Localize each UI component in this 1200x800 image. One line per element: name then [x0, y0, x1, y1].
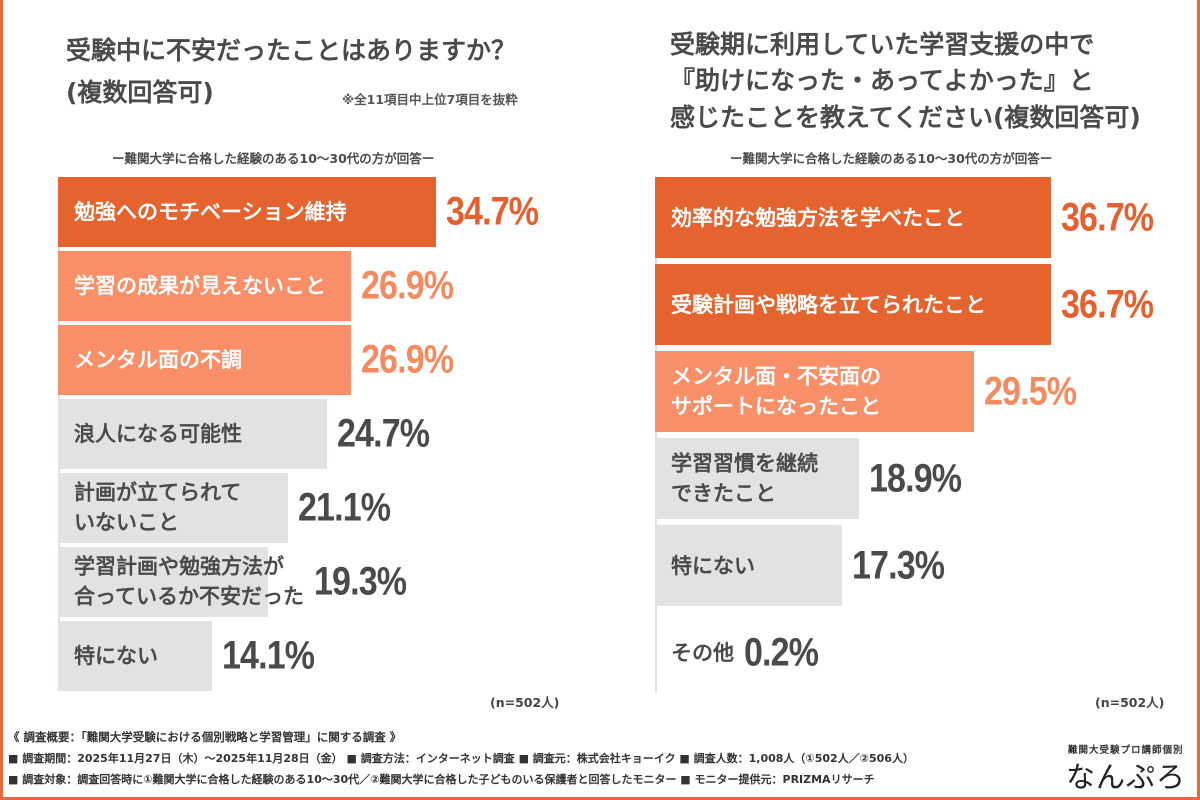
- left-title-line2: (複数回答可): [66, 78, 214, 107]
- bar: [58, 473, 288, 543]
- bar: [58, 399, 328, 469]
- bar-row: 学習の成果が見えないこと 26.9%: [58, 251, 598, 321]
- bar-row: 学習計画や勉強方法が 合っているか不安だった 19.3%: [58, 547, 598, 617]
- bar-label: メンタル面・不安面の サポートになったこと: [671, 364, 881, 419]
- bar-label: 計画が立てられて いないこと: [74, 480, 242, 535]
- value-label: 36.7%: [1061, 195, 1154, 239]
- logo-name: なんぷろ: [1066, 760, 1187, 794]
- bar-row: 効率的な勉強方法を学べたこと 36.7%: [655, 177, 1195, 258]
- value-label: 18.9%: [869, 456, 962, 500]
- logo-tagline: 難関大受験プロ講師個別: [1068, 745, 1184, 756]
- right-subtitle: ー難関大学に合格した経験のある10〜30代の方が回答ー: [730, 151, 1053, 166]
- value-label: 26.9%: [361, 263, 454, 308]
- value-label: 0.2%: [744, 630, 819, 674]
- bar-label: 浪人になる可能性: [74, 421, 242, 446]
- bar: [655, 351, 974, 432]
- value-label: 24.7%: [337, 411, 430, 456]
- right-sample-size: (n=502人): [1095, 695, 1165, 710]
- bar-row: 浪人になる可能性 24.7%: [58, 399, 598, 469]
- bar: [655, 438, 860, 519]
- left-note: ※全11項目中上位7項目を抜粋: [342, 92, 518, 107]
- bar-label: 学習計画や勉強方法が 合っているか不安だった: [74, 554, 304, 609]
- value-label: 26.9%: [361, 337, 454, 382]
- left-sample-size: (n=502人): [490, 695, 560, 710]
- bar-label: 受験計画や戦略を立てられたこと: [671, 292, 986, 317]
- bar: [58, 251, 352, 321]
- bar: [655, 264, 1052, 345]
- bar-row: 学習習慣を継続 できたこと 18.9%: [655, 438, 1195, 519]
- value-label: 19.3%: [314, 559, 407, 604]
- right-title-line1: 受験期に利用していた学習支援の中で: [670, 30, 1095, 59]
- bar-row: メンタル面の不調 26.9%: [58, 325, 598, 395]
- bar: [655, 525, 842, 606]
- bar-row: 受験計画や戦略を立てられたこと 36.7%: [655, 264, 1195, 345]
- value-label: 14.1%: [221, 633, 315, 678]
- bar: [58, 325, 352, 395]
- bar: [58, 621, 212, 691]
- bar-label: 学習の成果が見えないこと: [74, 273, 326, 298]
- bar: [58, 547, 269, 617]
- bar-row: 特にない 14.1%: [58, 621, 598, 691]
- value-label: 34.7%: [446, 189, 539, 234]
- value-label: 29.5%: [983, 369, 1077, 413]
- value-label: 21.1%: [297, 485, 391, 530]
- footer-line1: ■ 調査期間：2025年11月27日（木）〜2025年11月28日（金） ■ 調…: [8, 752, 914, 765]
- left-title-line1: 受験中に不安だったことはありますか？: [66, 36, 517, 65]
- bar: [655, 177, 1052, 258]
- left-bars: 勉強へのモチベーション維持 34.7% 学習の成果が見えないこと 26.9% メンタル面…: [58, 177, 598, 692]
- bar: [655, 612, 658, 693]
- value-label: 17.3%: [851, 543, 945, 587]
- bar-row: その他 0.2%: [655, 612, 1195, 693]
- bar-label: 勉強へのモチベーション維持: [74, 199, 347, 224]
- bar-label: その他: [671, 640, 734, 665]
- value-label: 36.7%: [1061, 282, 1154, 326]
- bar-label: 特にない: [74, 643, 158, 668]
- right-title-line3: 感じたことを教えてください(複数回答可): [670, 103, 1141, 132]
- right-title-line2: 『助けになった・あってよかった』と: [670, 66, 1094, 95]
- left-subtitle: ー難関大学に合格した経験のある10〜30代の方が回答ー: [112, 151, 435, 166]
- bar-label: メンタル面の不調: [74, 347, 242, 372]
- bar-row: メンタル面・不安面の サポートになったこと 29.5%: [655, 351, 1195, 432]
- bar-label: 特にない: [671, 553, 755, 578]
- bar-row: 計画が立てられて いないこと 21.1%: [58, 473, 598, 543]
- footer-line2: ■ 調査対象：調査回答時に①難関大学に合格した経験のある10〜30代／②難関大学…: [8, 773, 875, 786]
- axis-line: [655, 177, 657, 693]
- footer-heading: 《 調査概要：「難関大学受験における個別戦略と学習管理」に関する調査 》: [8, 730, 402, 744]
- right-bars: 効率的な勉強方法を学べたこと 36.7% 受験計画や戦略を立てられたこと 36.7% メ…: [655, 177, 1195, 693]
- bar-row: 特にない 17.3%: [655, 525, 1195, 606]
- bar: [58, 177, 437, 247]
- bar-label: 効率的な勉強方法を学べたこと: [671, 205, 965, 230]
- bar-label: 学習習慣を継続 できたこと: [671, 451, 818, 506]
- bar-row: 勉強へのモチベーション維持 34.7%: [58, 177, 598, 247]
